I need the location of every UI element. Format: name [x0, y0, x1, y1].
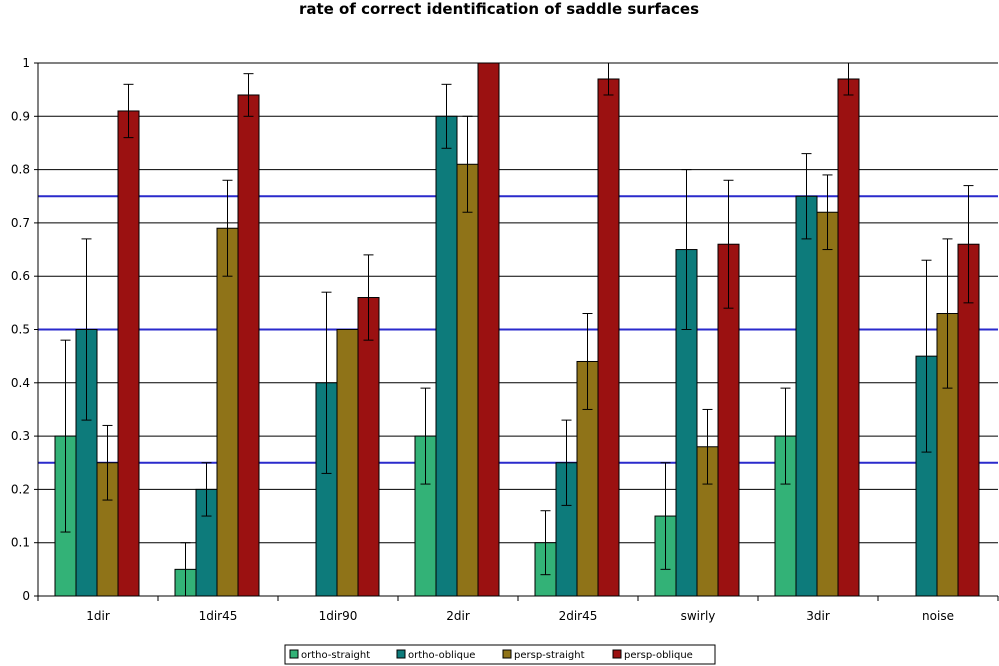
legend-box [284, 644, 716, 665]
y-tick-label: 0.2 [11, 482, 30, 496]
bar-persp-oblique-2dir45 [597, 78, 620, 597]
error-bars [60, 62, 974, 597]
y-tick-label: 0 [22, 589, 30, 603]
legend-swatch-ortho-oblique [396, 649, 406, 659]
x-category-label: 2dir [446, 609, 470, 623]
y-tick-label: 0.3 [11, 429, 30, 443]
bar-persp-oblique-1dir90 [357, 297, 380, 597]
bar-persp-straight-3dir [816, 211, 839, 597]
legend-swatch-persp-straight [502, 649, 512, 659]
y-tick-labels: 0 0.1 0.2 0.3 0.4 0.5 0.6 0.7 0.8 0.9 1 [11, 56, 30, 603]
chart-title: rate of correct identification of saddle… [299, 0, 699, 18]
x-category-label: swirly [681, 609, 716, 623]
bar-ortho-oblique-2dir [435, 115, 458, 597]
bar-persp-oblique-3dir [837, 78, 860, 597]
x-category-label: 1dir [86, 609, 110, 623]
legend-label-ortho-straight: ortho-straight [301, 650, 370, 661]
bar-persp-straight-2dir [456, 163, 479, 597]
y-tick-label: 0.5 [11, 323, 30, 337]
y-tick-label: 0.4 [11, 376, 30, 390]
bars [54, 62, 980, 597]
legend-swatch-ortho-straight [289, 649, 299, 659]
legend: ortho-straight ortho-oblique persp-straigh… [284, 644, 716, 665]
x-category-label: 1dir90 [319, 609, 358, 623]
y-tick-label: 1 [22, 56, 30, 70]
legend-label-persp-straight: persp-straight [514, 650, 585, 661]
x-category-label: 2dir45 [559, 609, 598, 623]
bar-ortho-oblique-3dir [795, 195, 818, 597]
legend-label-persp-oblique: persp-oblique [624, 650, 693, 661]
axes [34, 62, 999, 601]
y-tick-label: 0.7 [11, 216, 30, 230]
legend-label-ortho-oblique: ortho-oblique [408, 650, 475, 661]
bar-persp-oblique-1dir [117, 110, 140, 597]
y-tick-label: 0.1 [11, 536, 30, 550]
x-category-label: 3dir [806, 609, 830, 623]
y-tick-label: 0.6 [11, 269, 30, 283]
bar-persp-oblique-2dir [477, 62, 500, 597]
y-tick-label: 0.8 [11, 163, 30, 177]
legend-swatch-persp-oblique [612, 649, 622, 659]
y-tick-label: 0.9 [11, 109, 30, 123]
x-category-label: 1dir45 [199, 609, 238, 623]
bar-persp-straight-1dir90 [336, 329, 359, 597]
bar-persp-oblique-1dir45 [237, 94, 260, 597]
bar-persp-straight-1dir45 [216, 227, 239, 597]
x-category-label: noise [922, 609, 954, 623]
x-category-labels: 1dir 1dir45 1dir90 2dir 2dir45 swirly 3dir nois… [86, 609, 954, 623]
